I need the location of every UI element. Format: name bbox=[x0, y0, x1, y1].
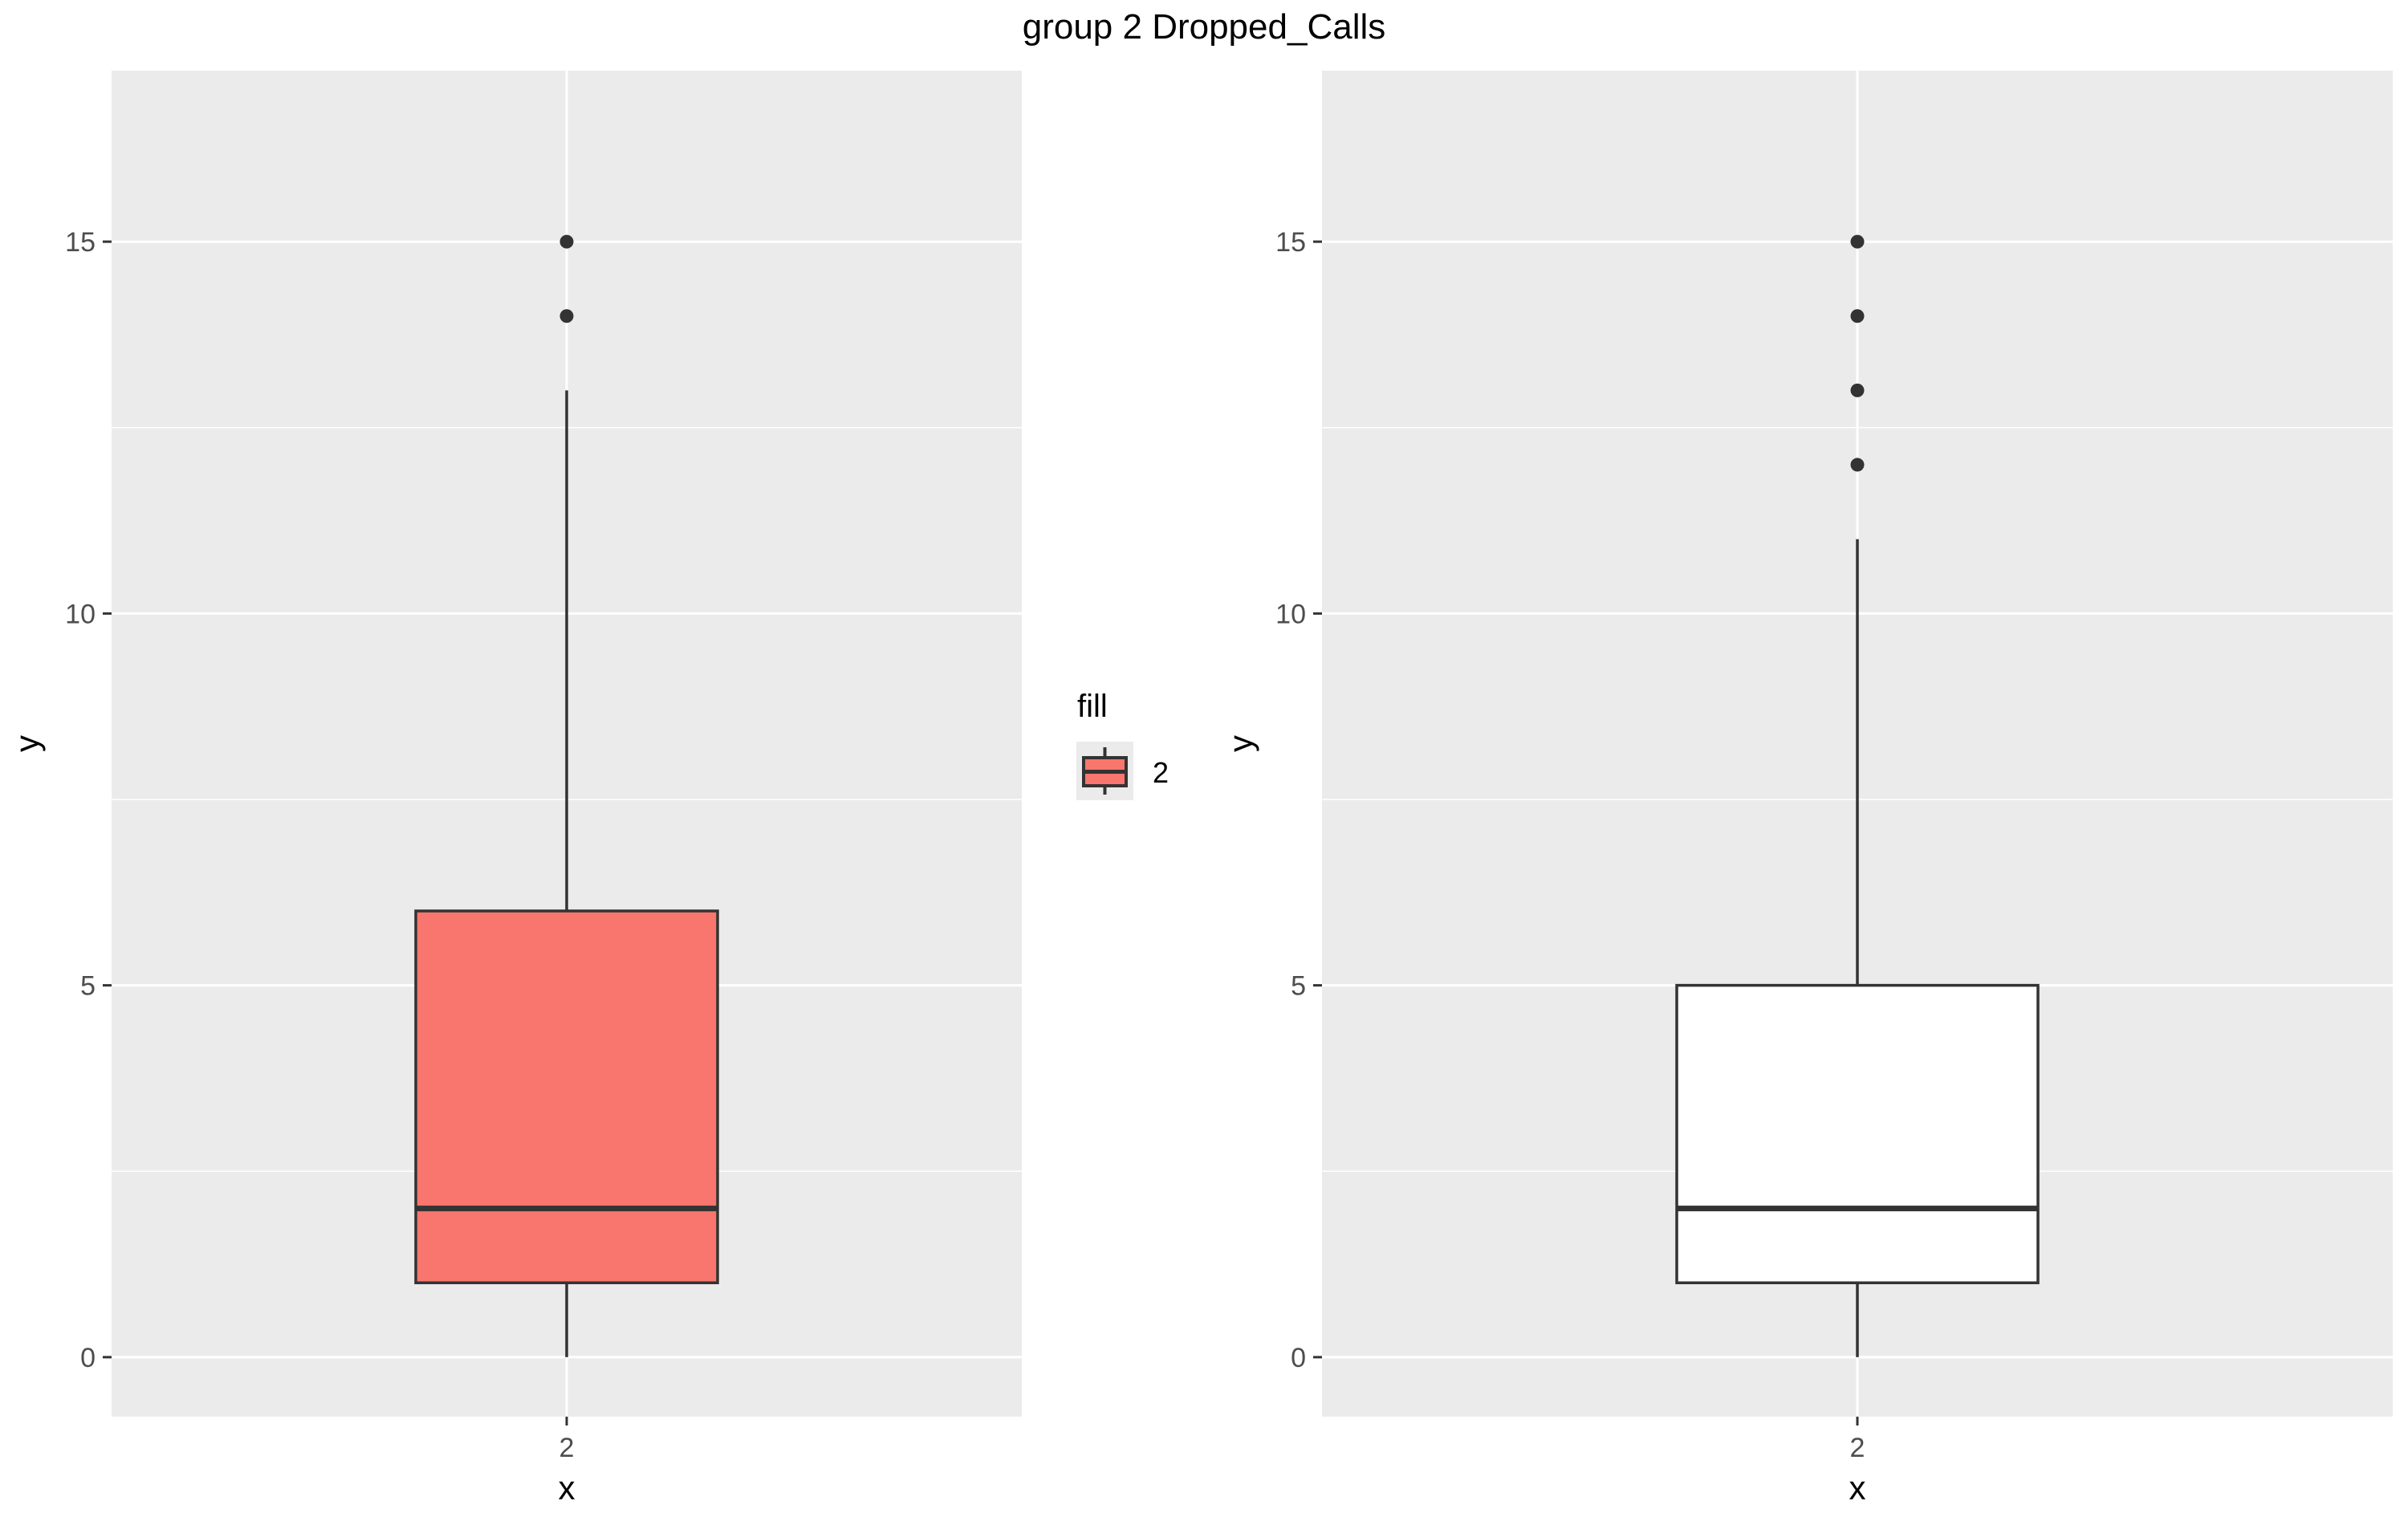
outlier-point bbox=[559, 234, 574, 249]
outlier-point bbox=[1850, 234, 1865, 249]
legend: fill 2 bbox=[1076, 689, 1169, 800]
legend-title: fill bbox=[1077, 689, 1108, 724]
outlier-point bbox=[1850, 383, 1865, 397]
y-tick-label: 15 bbox=[65, 227, 96, 258]
legend-item-label: 2 bbox=[1153, 756, 1169, 789]
y-tick-label: 5 bbox=[1291, 971, 1306, 1002]
y-tick-label: 10 bbox=[65, 599, 96, 629]
box-iqr bbox=[414, 909, 719, 1284]
outlier-point bbox=[1850, 458, 1865, 472]
y-axis-title: y bbox=[1222, 735, 1259, 752]
y-axis-title: y bbox=[8, 735, 46, 752]
outlier-point bbox=[1850, 309, 1865, 323]
x-axis-title: x bbox=[1849, 1469, 1866, 1507]
y-tick-label: 10 bbox=[1275, 599, 1306, 629]
panel-1: 0 5 10 15 2 x y bbox=[8, 71, 1022, 1507]
x-tick-label: 2 bbox=[559, 1433, 575, 1463]
y-tick-label: 0 bbox=[80, 1343, 96, 1373]
y-tick-label: 5 bbox=[80, 971, 96, 1002]
x-tick-label: 2 bbox=[1850, 1433, 1865, 1463]
outlier-point bbox=[559, 309, 574, 323]
y-tick-label: 15 bbox=[1275, 227, 1306, 258]
chart-title: group 2 Dropped_Calls bbox=[1023, 7, 1386, 47]
panels-group: 0 5 10 15 2 x y 0 5 10 15 2 x y bbox=[8, 71, 2393, 1507]
x-axis-title: x bbox=[559, 1469, 576, 1507]
box-iqr bbox=[1675, 983, 2040, 1284]
panel-2: 0 5 10 15 2 x y bbox=[1222, 71, 2393, 1507]
y-tick-label: 0 bbox=[1291, 1343, 1306, 1373]
